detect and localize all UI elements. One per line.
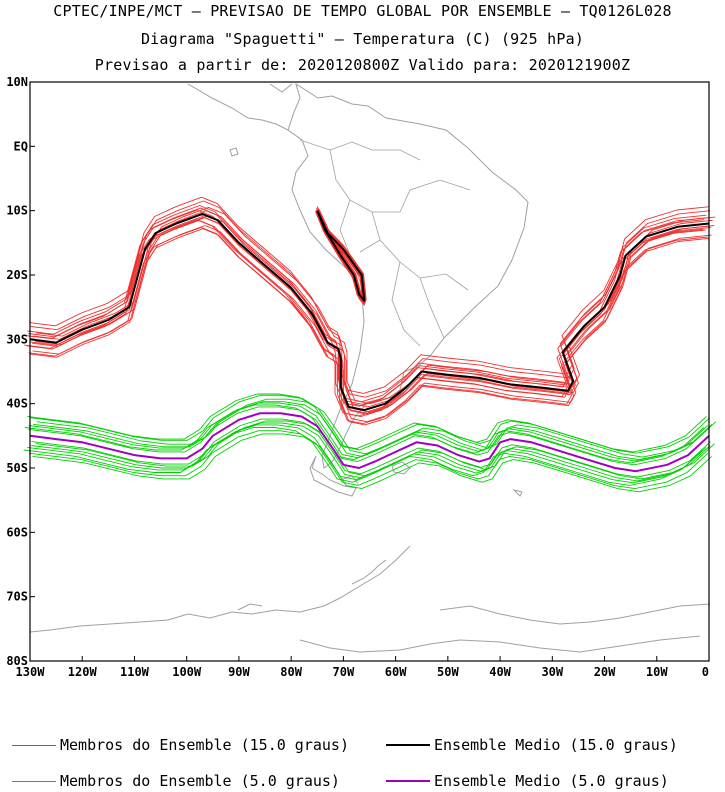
member5-contour-10 <box>32 433 712 493</box>
map-frame <box>29 81 710 662</box>
legend-member15-swatch <box>12 744 56 746</box>
legend-member5-label: Membros do Ensemble (5.0 graus) <box>60 772 340 790</box>
legend-mean5-label: Ensemble Medio (5.0 graus) <box>434 772 669 790</box>
lat-tick-label: 20S <box>6 268 28 282</box>
title-line-2: Diagrama "Spaguetti" – Temperatura (C) (… <box>140 30 585 48</box>
member15-contour-15 <box>29 196 709 394</box>
legend-member5-swatch <box>12 780 56 782</box>
lon-tick-label: 100W <box>172 665 202 679</box>
lon-tick-label: 60W <box>385 665 407 679</box>
member15-contour-14 <box>30 228 710 426</box>
lat-tick-label: 30S <box>6 332 28 346</box>
mean5-contour <box>29 412 710 473</box>
member5-contour-13 <box>23 427 704 486</box>
member5-contour-7 <box>28 430 709 490</box>
member15-contour-7 <box>28 226 708 425</box>
member5-contour-12 <box>36 398 717 458</box>
lon-tick-label: 80W <box>280 665 302 679</box>
lat-tick-label: 80S <box>6 654 28 668</box>
legend-mean15-label: Ensemble Medio (15.0 graus) <box>434 736 678 754</box>
country-borders <box>299 139 471 347</box>
mean15-andes-contour <box>316 210 366 302</box>
legend-mean15: Ensemble Medio (15.0 graus) <box>386 736 678 754</box>
member15-contour-4 <box>33 210 713 408</box>
antarctica-coastline <box>29 545 711 653</box>
south-america-coastline <box>287 82 529 469</box>
title-line-1: CPTEC/INPE/MCT – PREVISAO DE TEMPO GLOBA… <box>53 2 672 20</box>
lat-tick-label: 60S <box>6 525 28 539</box>
lon-tick-label: 40W <box>489 665 511 679</box>
lat-tick-label: 70S <box>6 590 28 604</box>
legend-mean5: Ensemble Medio (5.0 graus) <box>386 772 669 790</box>
lon-tick-label: 10W <box>646 665 668 679</box>
legend-member15-label: Membros do Ensemble (15.0 graus) <box>60 736 349 754</box>
members-15-group <box>24 196 716 426</box>
member15-contour-8 <box>35 215 715 413</box>
coastline-layer <box>29 82 711 653</box>
lat-tick-label: 50S <box>6 461 28 475</box>
member5-contour-3 <box>28 406 708 466</box>
lon-tick-label: 50W <box>437 665 459 679</box>
lon-tick-label: 110W <box>120 665 150 679</box>
falkland-islands <box>391 461 411 475</box>
lon-tick-label: 70W <box>333 665 355 679</box>
lon-tick-label: 20W <box>594 665 616 679</box>
lat-tick-label: 10S <box>6 204 28 218</box>
lat-tick-label: 10N <box>6 75 28 89</box>
title-line-3: Previsao a partir de: 2020120800Z Valido… <box>94 56 631 74</box>
mean15-contour <box>29 212 710 412</box>
central-america-coastline <box>187 83 293 131</box>
lat-tick-label: 40S <box>6 397 28 411</box>
lon-tick-label: 130W <box>16 665 46 679</box>
means-group <box>29 210 710 473</box>
member15-contour-6 <box>30 200 711 398</box>
member5-contour-11 <box>27 393 707 453</box>
lon-tick-label: 0 <box>702 665 709 679</box>
legend-member5: Membros do Ensemble (5.0 graus) <box>12 772 340 790</box>
legend-mean5-swatch <box>386 780 430 782</box>
lon-tick-label: 90W <box>228 665 250 679</box>
member15-contour-2 <box>32 217 712 415</box>
lat-tick-label: EQ <box>14 139 28 153</box>
legend-member15: Membros do Ensemble (15.0 graus) <box>12 736 349 754</box>
member15-contour-10 <box>32 225 712 423</box>
south-georgia <box>512 489 523 497</box>
lon-tick-label: 30W <box>541 665 563 679</box>
member5-contour-14 <box>31 422 711 482</box>
member5-contour-15 <box>28 402 709 462</box>
galapagos <box>229 147 239 157</box>
legend-mean15-swatch <box>386 744 430 746</box>
member15-contour-9 <box>24 209 705 407</box>
member5-contour-2 <box>31 418 711 478</box>
lon-tick-label: 120W <box>68 665 98 679</box>
